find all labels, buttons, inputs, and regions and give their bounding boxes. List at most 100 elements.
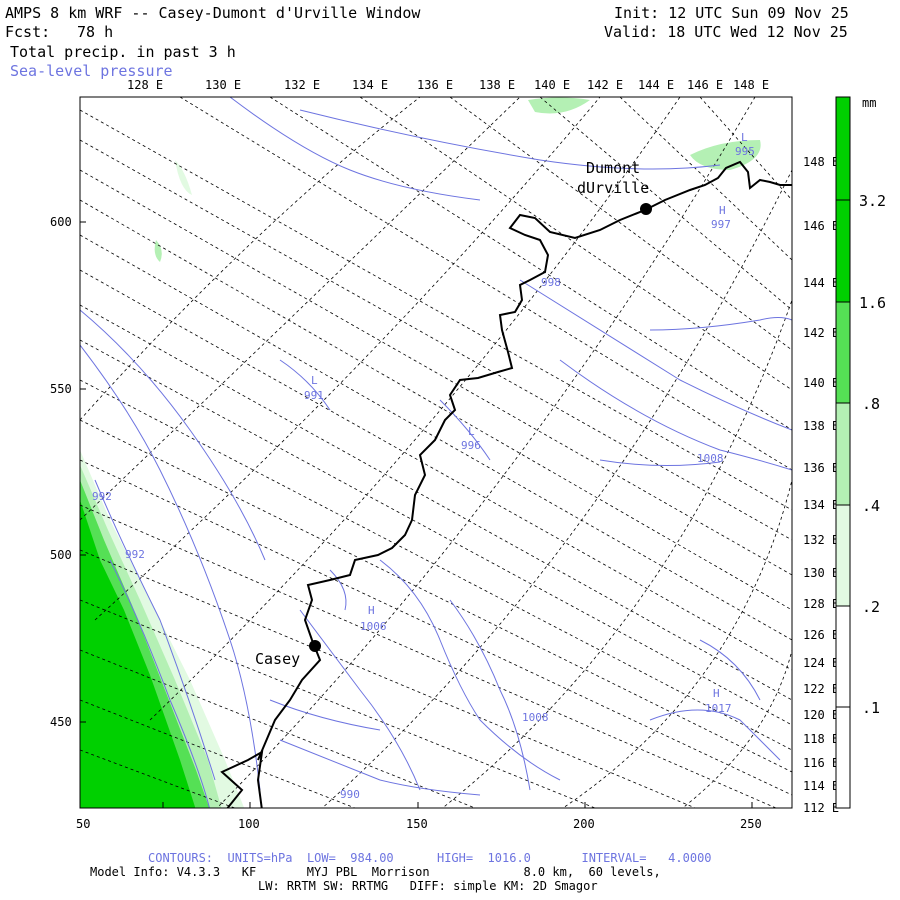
model-info: Model Info: V4.3.3 KF MYJ PBL Morrison 8…: [90, 865, 661, 879]
y-tick-label: 500: [50, 548, 72, 562]
contours-info: CONTOURS: UNITS=hPa LOW= 984.00 HIGH= 10…: [148, 851, 712, 865]
right-lon-label: 114 E: [803, 779, 839, 793]
top-lon-label: 138 E: [479, 78, 515, 92]
dumont-durville-marker: [640, 203, 652, 215]
colorbar-frame: [835, 96, 851, 809]
right-lon-label: 134 E: [803, 498, 839, 512]
top-lon-label: 132 E: [284, 78, 320, 92]
pressure-val: 1006: [360, 620, 387, 633]
right-lon-label: 148 E: [803, 155, 839, 169]
right-lon-label: 144 E: [803, 276, 839, 290]
y-tick-label: 450: [50, 715, 72, 729]
right-lon-label: 130 E: [803, 566, 839, 580]
y-tick-marks: [80, 221, 753, 808]
map-frame: [79, 96, 793, 809]
pressure-val: 992: [125, 548, 145, 561]
valid-time: Valid: 18 UTC Wed 12 Nov 25: [604, 23, 848, 41]
pressure-val: 991: [304, 389, 324, 402]
precip-shading: [80, 97, 761, 808]
right-longitude-labels: 148 E 146 E 144 E 142 E 140 E 138 E 136 …: [803, 155, 839, 815]
y-tick-label: 550: [50, 382, 72, 396]
y-tick-label: 600: [50, 215, 72, 229]
colorbar-swatch-1.6: [836, 200, 850, 302]
colorbar-labels: mm 3.2 1.6 .8 .4 .2 .1: [859, 96, 886, 717]
latitude-grid: [80, 97, 792, 808]
pressure-sym: L: [468, 425, 475, 438]
precip-band-dark: [80, 500, 196, 808]
precip-patch-small-2: [154, 240, 162, 262]
casey-marker: [309, 640, 321, 652]
colorbar-swatch-0.2: [836, 505, 850, 606]
right-lon-label: 128 E: [803, 597, 839, 611]
station-label-dumont-line2: dUrville: [577, 179, 649, 197]
right-lon-label: 136 E: [803, 461, 839, 475]
field-precip-label: Total precip. in past 3 h: [10, 43, 236, 61]
pressure-val: 996: [461, 439, 481, 452]
pressure-sym: L: [311, 374, 318, 387]
right-lon-label: 146 E: [803, 219, 839, 233]
precip-patch-north: [528, 97, 590, 114]
top-lon-label: 128 E: [127, 78, 163, 92]
top-longitude-labels: 128 E 130 E 132 E 134 E 136 E 138 E 140 …: [127, 78, 769, 92]
top-lon-label: 142 E: [587, 78, 623, 92]
right-lon-label: 124 E: [803, 656, 839, 670]
right-lon-label: 132 E: [803, 533, 839, 547]
colorbar-label: 1.6: [859, 294, 886, 312]
y-axis-labels: 600 550 500 450: [50, 215, 72, 729]
pressure-sym: H: [368, 604, 375, 617]
x-tick-label: 250: [740, 817, 762, 831]
map-plot-area: [80, 97, 792, 808]
pressure-val: 995: [735, 145, 755, 158]
colorbar-swatch-0.8: [836, 302, 850, 403]
colorbar-label: 3.2: [859, 192, 886, 210]
precip-patch-small-1: [175, 160, 192, 195]
pressure-val: 992: [92, 490, 112, 503]
precip-patch-northeast: [690, 140, 761, 170]
coastline: [220, 160, 792, 808]
right-lon-label: 142 E: [803, 326, 839, 340]
x-tick-label: 150: [406, 817, 428, 831]
pressure-val: 1008: [522, 711, 549, 724]
right-lon-label: 118 E: [803, 732, 839, 746]
colorbar-label: .2: [862, 598, 880, 616]
top-lon-label: 130 E: [205, 78, 241, 92]
station-label-casey: Casey: [255, 650, 300, 668]
top-lon-label: 134 E: [352, 78, 388, 92]
precip-colorbar: [835, 96, 851, 809]
pressure-sym: H: [713, 687, 720, 700]
station-label-dumont-line1: Dumont: [586, 159, 640, 177]
colorbar-unit: mm: [862, 96, 876, 110]
x-tick-label: 200: [573, 817, 595, 831]
init-time: Init: 12 UTC Sun 09 Nov 25: [614, 4, 849, 22]
right-lon-label: 112 E: [803, 801, 839, 815]
right-lon-label: 140 E: [803, 376, 839, 390]
physics-info: LW: RRTM SW: RRTMG DIFF: simple KM: 2D S…: [258, 879, 598, 893]
right-lon-label: 116 E: [803, 756, 839, 770]
colorbar-swatch-0.4: [836, 403, 850, 505]
top-lon-label: 144 E: [638, 78, 674, 92]
right-lon-label: 138 E: [803, 419, 839, 433]
pressure-val: 1008: [697, 452, 724, 465]
pressure-val: 997: [711, 218, 731, 231]
x-tick-label: 100: [238, 817, 260, 831]
x-axis-labels: 50 100 150 200 250: [76, 817, 762, 831]
pressure-val: 1017: [705, 702, 732, 715]
top-lon-label: 146 E: [687, 78, 723, 92]
colorbar-label: .4: [862, 497, 880, 515]
right-lon-label: 120 E: [803, 708, 839, 722]
top-lon-label: 140 E: [534, 78, 570, 92]
top-lon-label: 136 E: [417, 78, 453, 92]
pressure-sym: L: [741, 131, 748, 144]
top-lon-label: 148 E: [733, 78, 769, 92]
right-lon-label: 126 E: [803, 628, 839, 642]
pressure-val: 998: [541, 276, 561, 289]
colorbar-swatch-3.2: [836, 97, 850, 200]
colorbar-label: .1: [862, 699, 880, 717]
right-lon-label: 122 E: [803, 682, 839, 696]
field-slp-label: Sea-level pressure: [10, 62, 173, 80]
pressure-contours: [80, 97, 792, 808]
pressure-labels: L 995 H 997 998 L 991 L 996 1008 992 992…: [92, 131, 755, 801]
pressure-sym: H: [719, 204, 726, 217]
forecast-hours: 78 h: [77, 23, 114, 41]
